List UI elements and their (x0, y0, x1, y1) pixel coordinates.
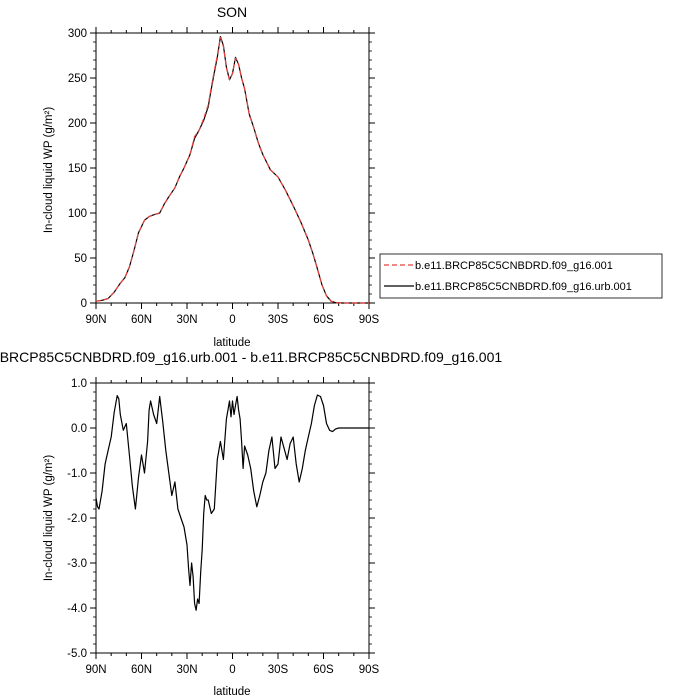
legend-label-urb: b.e11.BRCP85C5CNBDRD.f09_g16.urb.001 (415, 281, 632, 293)
x-tick-label: 90S (359, 664, 380, 676)
top-plot: SON 90N 60N 30N 0 30S 60S 90S 0 50 100 150 200 250 30… (43, 4, 380, 349)
x-tick-label: 90N (85, 664, 106, 676)
y-tick-label: 0.0 (71, 423, 87, 435)
x-tick-label: 60N (131, 664, 152, 676)
series-line-0 (95, 36, 369, 304)
x-tick-label: 90N (85, 314, 106, 326)
x-tick-label: 60S (313, 314, 334, 326)
y-tick-label: 1.0 (71, 378, 87, 390)
legend-box (379, 253, 663, 299)
bottom-plot-ylabel-text: In-cloud liquid WP (g/m²) (43, 455, 55, 581)
top-plot-title: SON (217, 4, 247, 20)
x-tick-label: 30N (176, 314, 197, 326)
x-tick-label: 60S (313, 664, 334, 676)
bottom-plot-ylabel: In-cloud liquid WP (g/m²) (43, 455, 55, 581)
top-plot-ylabel: In-cloud liquid WP (g/m²) (43, 107, 55, 233)
x-tick-label: 30S (268, 314, 289, 326)
x-tick-label: 30N (176, 664, 197, 676)
y-tick-label: 250 (68, 73, 87, 85)
y-tick-label: -4.0 (67, 603, 87, 615)
x-tick-label: 30S (268, 664, 289, 676)
top-plot-xlabel: latitude (213, 337, 250, 349)
y-tick-label: -2.0 (67, 513, 87, 525)
top-plot-ylabel-text: In-cloud liquid WP (g/m²) (43, 107, 55, 233)
y-tick-label: 200 (68, 118, 87, 130)
legend: b.e11.BRCP85C5CNBDRD.f09_g16.001 b.e11.B… (379, 253, 663, 299)
bottom-plot: b.e11.BRCP85C5CNBDRD.f09_g16.urb.001 - b… (0, 349, 502, 698)
y-tick-label: 50 (74, 253, 87, 265)
bottom-plot-xlabel: latitude (213, 686, 250, 698)
x-tick-label: 0 (229, 314, 235, 326)
y-tick-label: 100 (68, 208, 87, 220)
y-tick-label: -3.0 (67, 558, 87, 570)
y-tick-label: -1.0 (67, 468, 87, 480)
series-line-0 (95, 394, 369, 611)
x-tick-label: 60N (131, 314, 152, 326)
x-tick-label: 0 (229, 664, 235, 676)
bottom-plot-title: b.e11.BRCP85C5CNBDRD.f09_g16.urb.001 - b… (0, 349, 502, 365)
series-line-1 (95, 35, 369, 304)
y-tick-label: 300 (68, 28, 87, 40)
legend-label-base: b.e11.BRCP85C5CNBDRD.f09_g16.001 (415, 260, 613, 272)
x-tick-label: 90S (359, 314, 380, 326)
bottom-plot-frame (95, 382, 370, 654)
y-tick-label: 150 (68, 163, 87, 175)
y-tick-label: 0 (81, 298, 87, 310)
y-tick-label: -5.0 (67, 648, 87, 660)
